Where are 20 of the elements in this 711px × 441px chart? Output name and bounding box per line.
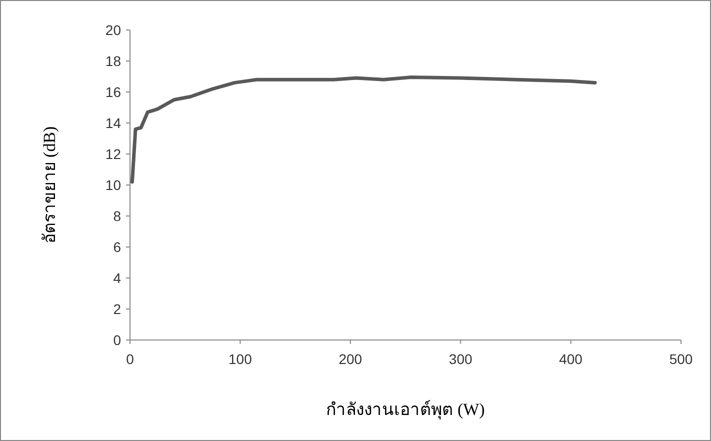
x-tick-label: 400 xyxy=(559,351,583,367)
y-tick-label: 18 xyxy=(105,53,122,69)
x-tick-label: 300 xyxy=(448,351,472,367)
x-tick-label: 100 xyxy=(228,351,252,367)
y-tick-label: 10 xyxy=(105,177,122,193)
line-series xyxy=(130,76,597,184)
y-tick-label: 8 xyxy=(113,208,122,224)
y-tick-label: 20 xyxy=(105,22,122,38)
y-axis-title: อัตราขยาย (dB) xyxy=(40,126,59,244)
y-tick-label: 16 xyxy=(105,84,122,100)
x-tick-label: 0 xyxy=(126,351,134,367)
y-tick-label: 2 xyxy=(113,301,122,317)
y-tick-label: 6 xyxy=(113,239,122,255)
x-tick-label: 500 xyxy=(669,351,693,367)
y-tick-label: 4 xyxy=(113,270,122,286)
y-tick-label: 14 xyxy=(105,115,122,131)
y-tick-label: 0 xyxy=(113,332,122,348)
x-tick-label: 200 xyxy=(338,351,362,367)
x-axis-title: กำลังงานเอาต์พุต (W) xyxy=(326,400,485,420)
y-tick-label: 12 xyxy=(105,146,122,162)
